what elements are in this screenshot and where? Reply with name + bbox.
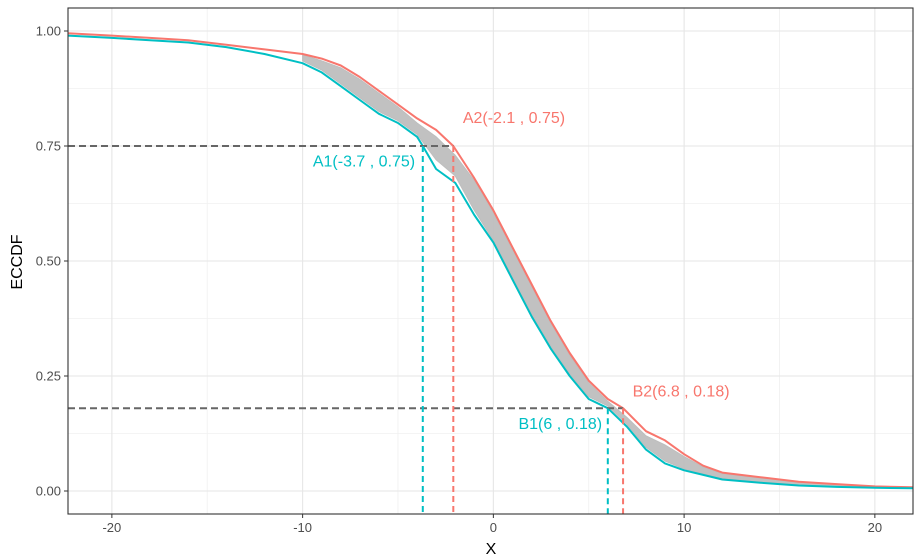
grid-major bbox=[68, 8, 913, 514]
series-lines bbox=[67, 32, 914, 490]
point-annotation: A2(-2.1 , 0.75) bbox=[463, 110, 565, 127]
point-annotations: A2(-2.1 , 0.75) A1(-3.7 , 0.75) B2(6.8 , 0… bbox=[313, 110, 730, 433]
y-axis: 0.00 0.25 0.50 0.75 1.00 bbox=[36, 24, 68, 499]
x-axis-title: X bbox=[486, 541, 497, 558]
x-tick-label: -10 bbox=[293, 520, 312, 535]
x-tick-label: -20 bbox=[102, 520, 121, 535]
point-annotation: B2(6.8 , 0.18) bbox=[633, 384, 730, 401]
y-tick-label: 0.50 bbox=[36, 254, 61, 269]
y-tick-label: 0.00 bbox=[36, 484, 61, 499]
y-tick-label: 0.25 bbox=[36, 369, 61, 384]
x-axis: -20 -10 0 10 20 bbox=[102, 514, 882, 535]
plot-panel: A2(-2.1 , 0.75) A1(-3.7 , 0.75) B2(6.8 , 0… bbox=[67, 7, 914, 515]
x-tick-label: 20 bbox=[868, 520, 882, 535]
x-tick-label: 0 bbox=[490, 520, 497, 535]
reference-lines bbox=[68, 145, 625, 514]
series-line-upper bbox=[67, 32, 914, 489]
y-tick-label: 0.75 bbox=[36, 139, 61, 154]
x-tick-label: 10 bbox=[677, 520, 691, 535]
point-annotation: A1(-3.7 , 0.75) bbox=[313, 154, 415, 171]
point-annotation: B1(6 , 0.18) bbox=[518, 416, 602, 433]
y-tick-label: 1.00 bbox=[36, 24, 61, 39]
series-line-lower bbox=[67, 34, 914, 490]
y-axis-title: ECCDF bbox=[9, 234, 26, 289]
grid-minor bbox=[68, 8, 913, 514]
